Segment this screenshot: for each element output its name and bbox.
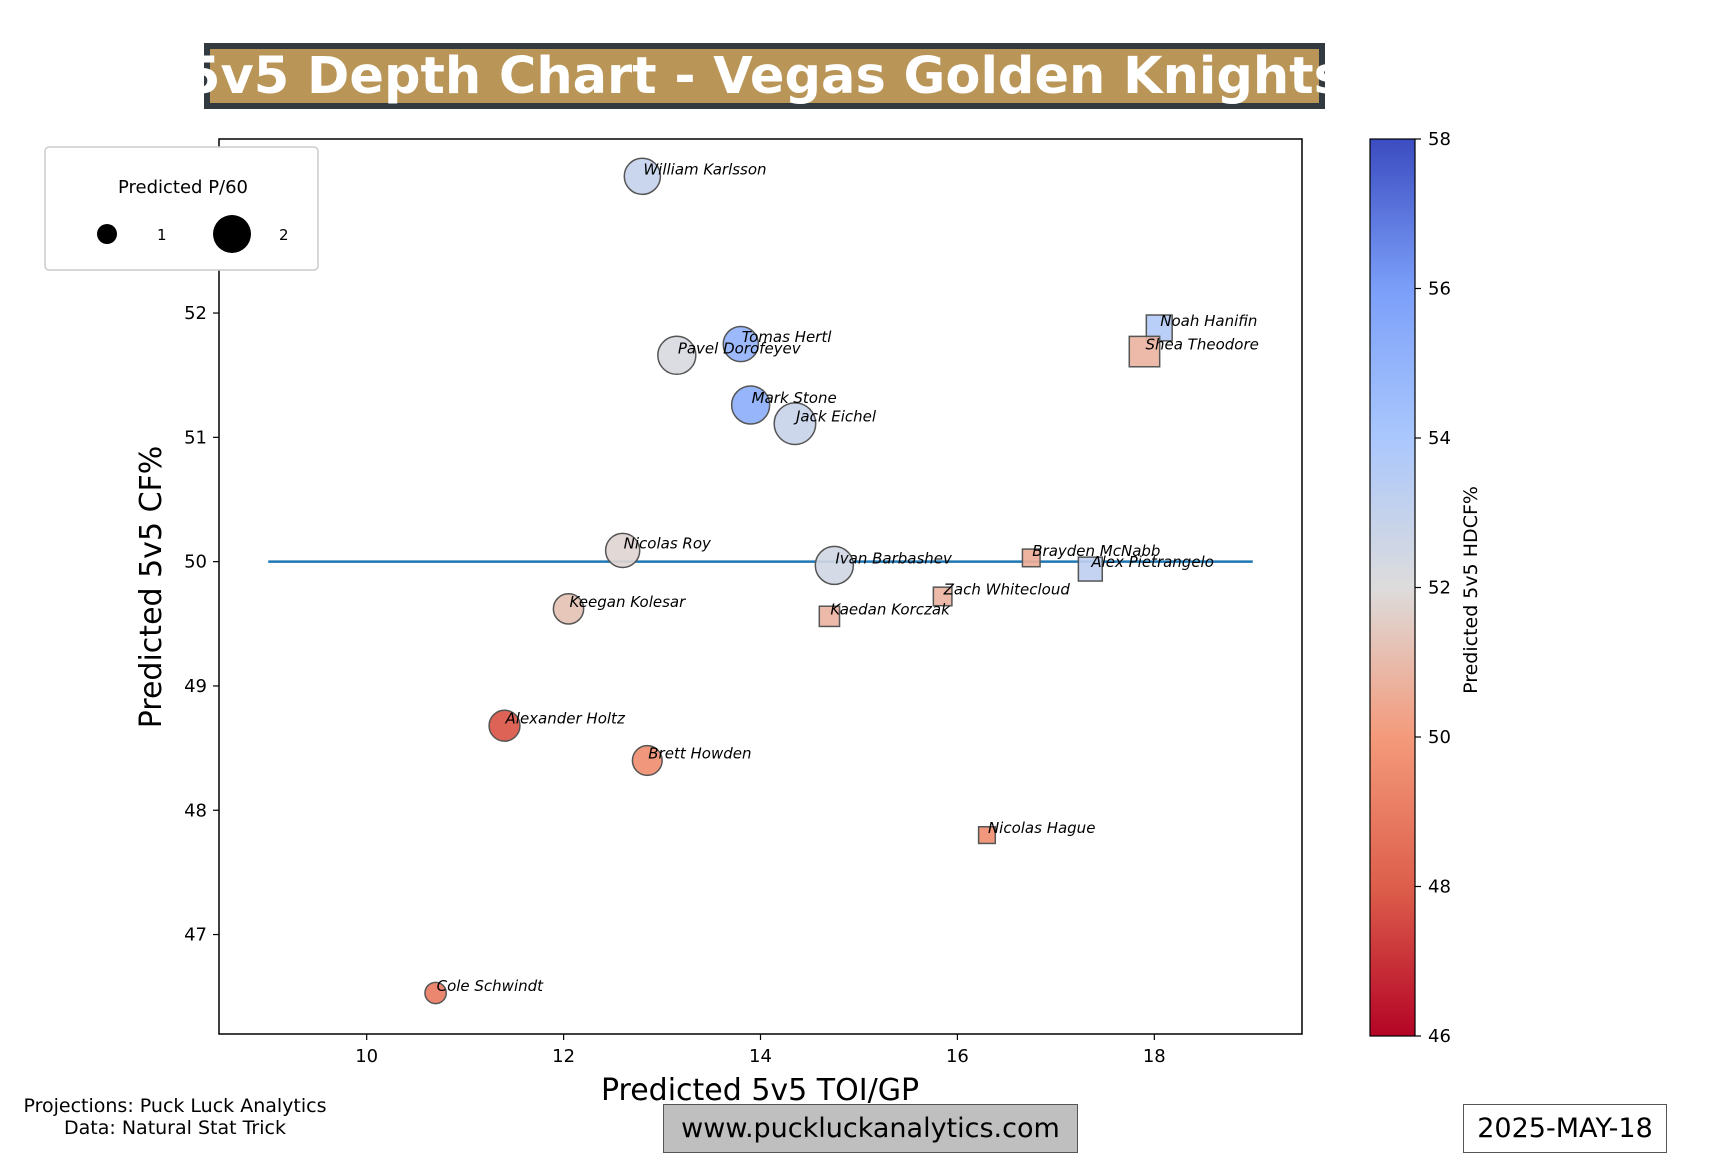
label-nicolas-hague: Nicolas Hague (988, 819, 1095, 837)
label-brett-howden: Brett Howden (648, 745, 751, 763)
colorbar-label: Predicted 5v5 HDCF% (1460, 486, 1482, 694)
size-legend-marker-1 (97, 224, 117, 244)
x-tick-label: 12 (552, 1046, 575, 1067)
size-legend-title: Predicted P/60 (118, 177, 248, 198)
x-tick-label: 16 (946, 1046, 969, 1067)
point-ivan-barbashev (814, 545, 855, 586)
label-zach-whitecloud: Zach Whitecloud (943, 580, 1071, 598)
point-keegan-kolesar (552, 592, 585, 625)
point-kaedan-korczak (818, 605, 841, 628)
point-brett-howden (631, 744, 663, 777)
label-ivan-barbashev: Ivan Barbashev (835, 549, 953, 567)
size-legend-frame (44, 146, 319, 271)
colorbar-tick-label: 56 (1428, 279, 1451, 300)
point-alexander-holtz (488, 709, 521, 742)
label-noah-hanifin: Noah Hanifin (1160, 312, 1257, 330)
label-brayden-mcnabb: Brayden McNabb (1032, 542, 1160, 560)
x-tick-label: 10 (355, 1046, 378, 1067)
label-alex-pietrangelo: Alex Pietrangelo (1090, 553, 1214, 571)
label-cole-schwindt: Cole Schwindt (437, 977, 545, 995)
colorbar-gradient (1369, 138, 1416, 1037)
point-nicolas-hague (977, 826, 997, 845)
y-tick-label: 50 (184, 552, 207, 573)
label-keegan-kolesar: Keegan Kolesar (570, 593, 687, 611)
colorbar-ticks: 46 48 50 52 54 56 58 (1415, 129, 1451, 1047)
point-tomas-hertl (722, 325, 760, 363)
data-credit: Data: Natural Stat Trick (64, 1117, 286, 1139)
y-tick-label: 51 (184, 427, 207, 448)
label-jack-eichel: Jack Eichel (793, 408, 877, 426)
point-mark-stone (730, 385, 771, 425)
colorbar-tick-label: 52 (1428, 578, 1451, 599)
x-axis-label: Predicted 5v5 TOI/GP (601, 1073, 919, 1108)
x-axis-ticks: 10 12 14 16 18 (355, 1034, 1166, 1067)
footer-credits: Projections: Puck Luck Analytics Data: N… (10, 1095, 340, 1139)
x-tick-label: 14 (749, 1046, 772, 1067)
label-pavel-dorofeyev: Pavel Dorofeyev (678, 339, 802, 357)
plot-area (218, 138, 1303, 1035)
y-tick-label: 47 (184, 925, 207, 946)
point-brayden-mcnabb (1021, 548, 1041, 568)
point-zach-whitecloud (932, 586, 953, 607)
label-william-karlsson: William Karlsson (643, 160, 766, 178)
y-axis-label: Predicted 5v5 CF% (134, 446, 169, 729)
website-link[interactable]: www.puckluckanalytics.com (663, 1104, 1078, 1153)
point-william-karlsson (623, 157, 662, 196)
label-alexander-holtz: Alexander Holtz (505, 710, 626, 728)
player-points (424, 157, 1173, 1005)
size-legend-label-1: 1 (157, 226, 167, 244)
point-pavel-dorofeyev (657, 335, 697, 376)
y-tick-label: 49 (184, 676, 207, 697)
colorbar: 46 48 50 52 54 56 58 Predicted 5v5 HDCF% (1369, 129, 1482, 1047)
colorbar-tick-label: 46 (1428, 1026, 1451, 1047)
point-alex-pietrangelo (1077, 556, 1104, 582)
colorbar-tick-label: 58 (1428, 129, 1451, 150)
size-legend-marker-2 (213, 215, 251, 253)
y-tick-label: 48 (184, 800, 207, 821)
label-tomas-hertl: Tomas Hertl (742, 328, 832, 346)
date-badge: 2025-MAY-18 (1463, 1104, 1667, 1153)
point-nicolas-roy (604, 532, 641, 569)
label-nicolas-roy: Nicolas Roy (624, 534, 712, 552)
y-tick-label: 52 (184, 303, 207, 324)
size-legend: Predicted P/60 1 2 (44, 146, 319, 271)
point-jack-eichel (773, 402, 817, 446)
y-axis-ticks: 47 48 49 50 51 52 (184, 303, 219, 946)
label-kaedan-korczak: Kaedan Korczak (830, 600, 951, 618)
label-mark-stone: Mark Stone (752, 389, 837, 407)
colorbar-tick-label: 54 (1428, 428, 1451, 449)
size-legend-label-2: 2 (279, 226, 289, 244)
x-tick-label: 18 (1143, 1046, 1166, 1067)
point-shea-theodore (1128, 335, 1161, 368)
label-shea-theodore: Shea Theodore (1145, 336, 1258, 354)
point-cole-schwindt (424, 981, 447, 1005)
projections-credit: Projections: Puck Luck Analytics (23, 1095, 327, 1117)
colorbar-tick-label: 48 (1428, 877, 1451, 898)
colorbar-tick-label: 50 (1428, 727, 1451, 748)
chart-title: 5v5 Depth Chart - Vegas Golden Knights (185, 43, 1344, 109)
